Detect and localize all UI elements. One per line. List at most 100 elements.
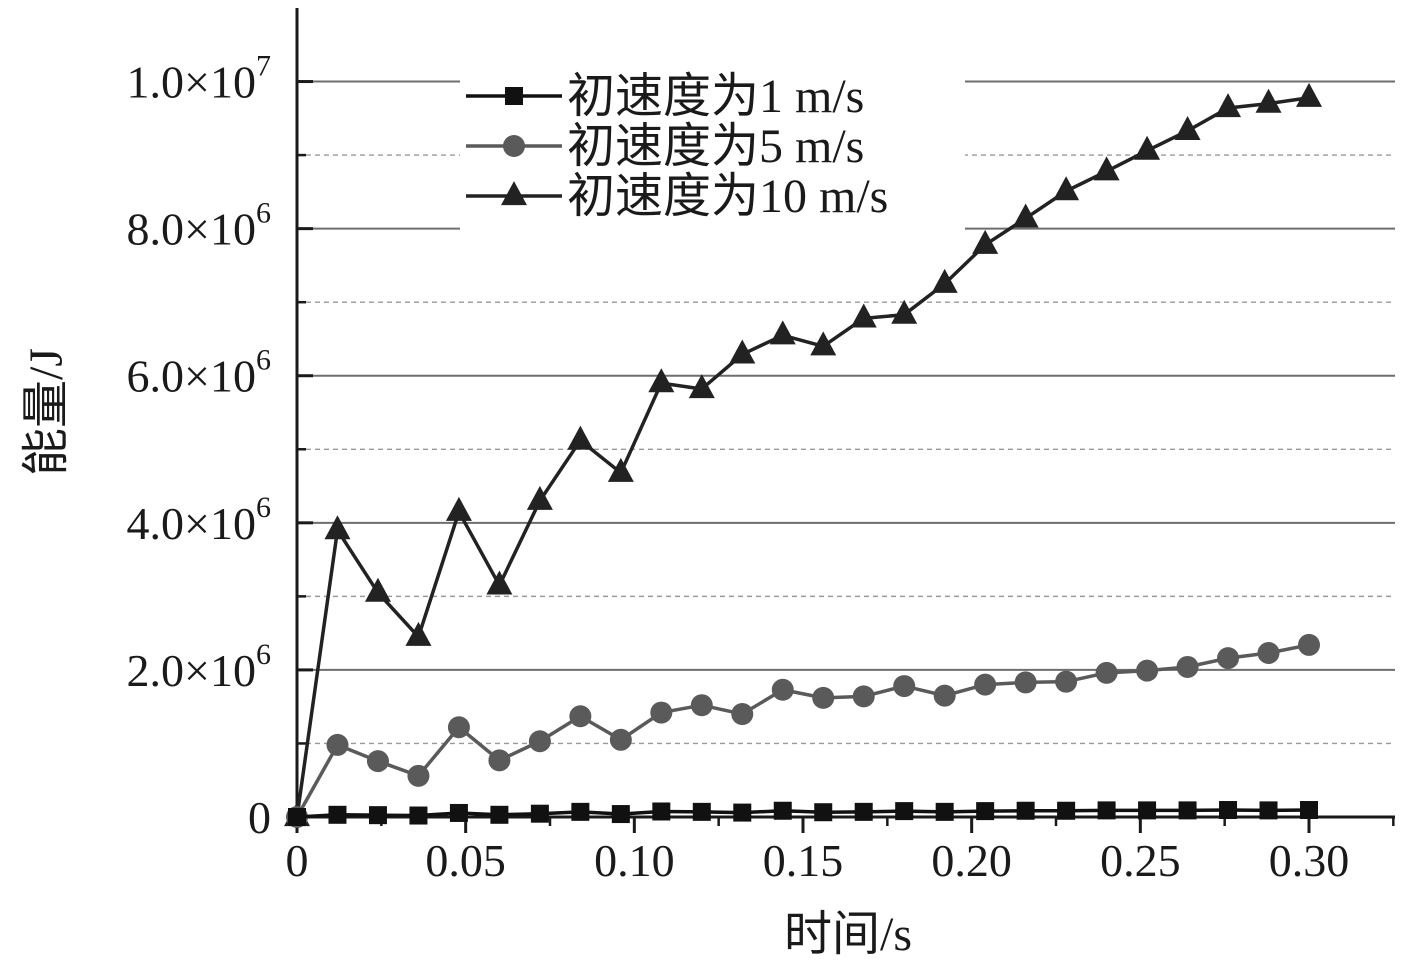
data-point-circle — [1217, 647, 1240, 670]
data-point-square — [1219, 801, 1238, 820]
data-point-triangle — [891, 299, 918, 324]
data-point-triangle — [688, 374, 715, 399]
y-tick-label: 8.0×106 — [127, 197, 271, 255]
data-point-square — [1138, 801, 1157, 820]
data-point-circle — [974, 673, 997, 696]
data-point-triangle — [648, 368, 675, 393]
data-point-square — [1259, 801, 1278, 820]
y-tick-label: 0 — [248, 792, 271, 843]
y-tick-label: 4.0×106 — [127, 491, 271, 549]
x-axis-title: 时间/s — [784, 908, 912, 961]
data-point-triangle — [1215, 93, 1242, 118]
y-tick-label: 2.0×106 — [127, 638, 271, 696]
data-point-triangle — [1134, 135, 1161, 160]
data-point-square — [1178, 801, 1197, 820]
data-point-circle — [1257, 641, 1280, 664]
data-point-circle — [893, 675, 916, 698]
legend-marker-triangle — [501, 181, 527, 206]
data-point-square — [530, 804, 549, 823]
data-point-square — [854, 802, 873, 821]
data-point-triangle — [810, 331, 837, 356]
data-point-triangle — [769, 320, 796, 345]
series-square — [288, 801, 1318, 826]
data-point-circle — [447, 716, 470, 739]
data-point-triangle — [729, 339, 756, 364]
data-point-triangle — [1012, 203, 1039, 228]
data-point-triangle — [931, 268, 958, 293]
data-point-triangle — [364, 577, 391, 602]
data-point-circle — [650, 701, 673, 724]
data-point-square — [1097, 801, 1116, 820]
data-point-triangle — [1255, 88, 1282, 113]
data-point-triangle — [567, 425, 594, 450]
series-triangle — [284, 82, 1322, 827]
x-tick-label: 0.05 — [425, 835, 506, 886]
data-point-circle — [366, 750, 389, 773]
x-tick-label: 0.20 — [931, 835, 1012, 886]
legend-marker-circle — [503, 135, 525, 157]
data-point-circle — [933, 684, 956, 707]
data-point-triangle — [486, 570, 513, 595]
data-point-triangle — [607, 457, 634, 482]
data-point-circle — [326, 733, 349, 756]
data-point-circle — [731, 703, 754, 726]
data-point-square — [895, 802, 914, 821]
data-point-circle — [1055, 670, 1078, 693]
data-point-square — [814, 803, 833, 822]
tick-labels: 0 2.0×106 4.0×106 6.0×106 8.0×106 1.0×107 0 0.0… — [127, 50, 1350, 886]
data-point-circle — [407, 764, 430, 787]
series-circle — [286, 633, 1320, 828]
data-point-square — [368, 806, 387, 825]
legend-marker-square — [505, 87, 523, 105]
data-point-square — [1057, 801, 1076, 820]
x-tick-label: 0.15 — [763, 835, 844, 886]
y-tick-label: 6.0×106 — [127, 344, 271, 402]
data-point-triangle — [445, 496, 472, 521]
data-point-square — [490, 805, 509, 824]
legend-label: 初速度为1 m/s — [567, 70, 864, 123]
data-point-triangle — [850, 303, 877, 328]
data-point-square — [409, 806, 428, 825]
data-point-triangle — [1053, 176, 1080, 201]
data-point-triangle — [1296, 82, 1322, 107]
axes — [295, 8, 1395, 833]
data-point-square — [288, 808, 306, 826]
y-axis-title: 能量/J — [20, 348, 73, 476]
data-point-circle — [771, 678, 794, 701]
data-point-square — [449, 803, 468, 822]
data-point-square — [976, 802, 995, 821]
data-point-circle — [569, 705, 592, 728]
data-series — [284, 82, 1322, 828]
x-tick-label: 0.30 — [1269, 835, 1350, 886]
y-tick-label: 1.0×107 — [127, 50, 271, 108]
data-point-square — [773, 801, 792, 820]
data-point-triangle — [972, 229, 999, 254]
data-point-triangle — [526, 485, 553, 510]
data-point-circle — [690, 694, 713, 717]
data-point-triangle — [1093, 156, 1120, 181]
data-point-square — [328, 805, 347, 824]
data-point-square — [935, 802, 954, 821]
data-point-circle — [1298, 633, 1320, 656]
data-point-square — [571, 802, 590, 821]
data-point-square — [1300, 801, 1318, 820]
data-point-circle — [1176, 655, 1199, 678]
data-point-circle — [812, 686, 835, 709]
data-point-circle — [1095, 661, 1118, 684]
data-point-circle — [1014, 671, 1037, 694]
data-point-square — [652, 802, 671, 821]
legend-label: 初速度为5 m/s — [567, 120, 864, 173]
data-point-square — [1016, 801, 1035, 820]
x-tick-label: 0 — [286, 835, 309, 886]
data-point-square — [611, 805, 630, 824]
data-point-circle — [488, 749, 511, 772]
data-point-square — [692, 802, 711, 821]
x-tick-label: 0.25 — [1100, 835, 1181, 886]
data-point-circle — [528, 730, 551, 753]
x-tick-label: 0.10 — [594, 835, 675, 886]
data-point-triangle — [324, 515, 351, 540]
legend-label: 初速度为10 m/s — [567, 170, 888, 223]
data-point-circle — [1136, 659, 1159, 682]
